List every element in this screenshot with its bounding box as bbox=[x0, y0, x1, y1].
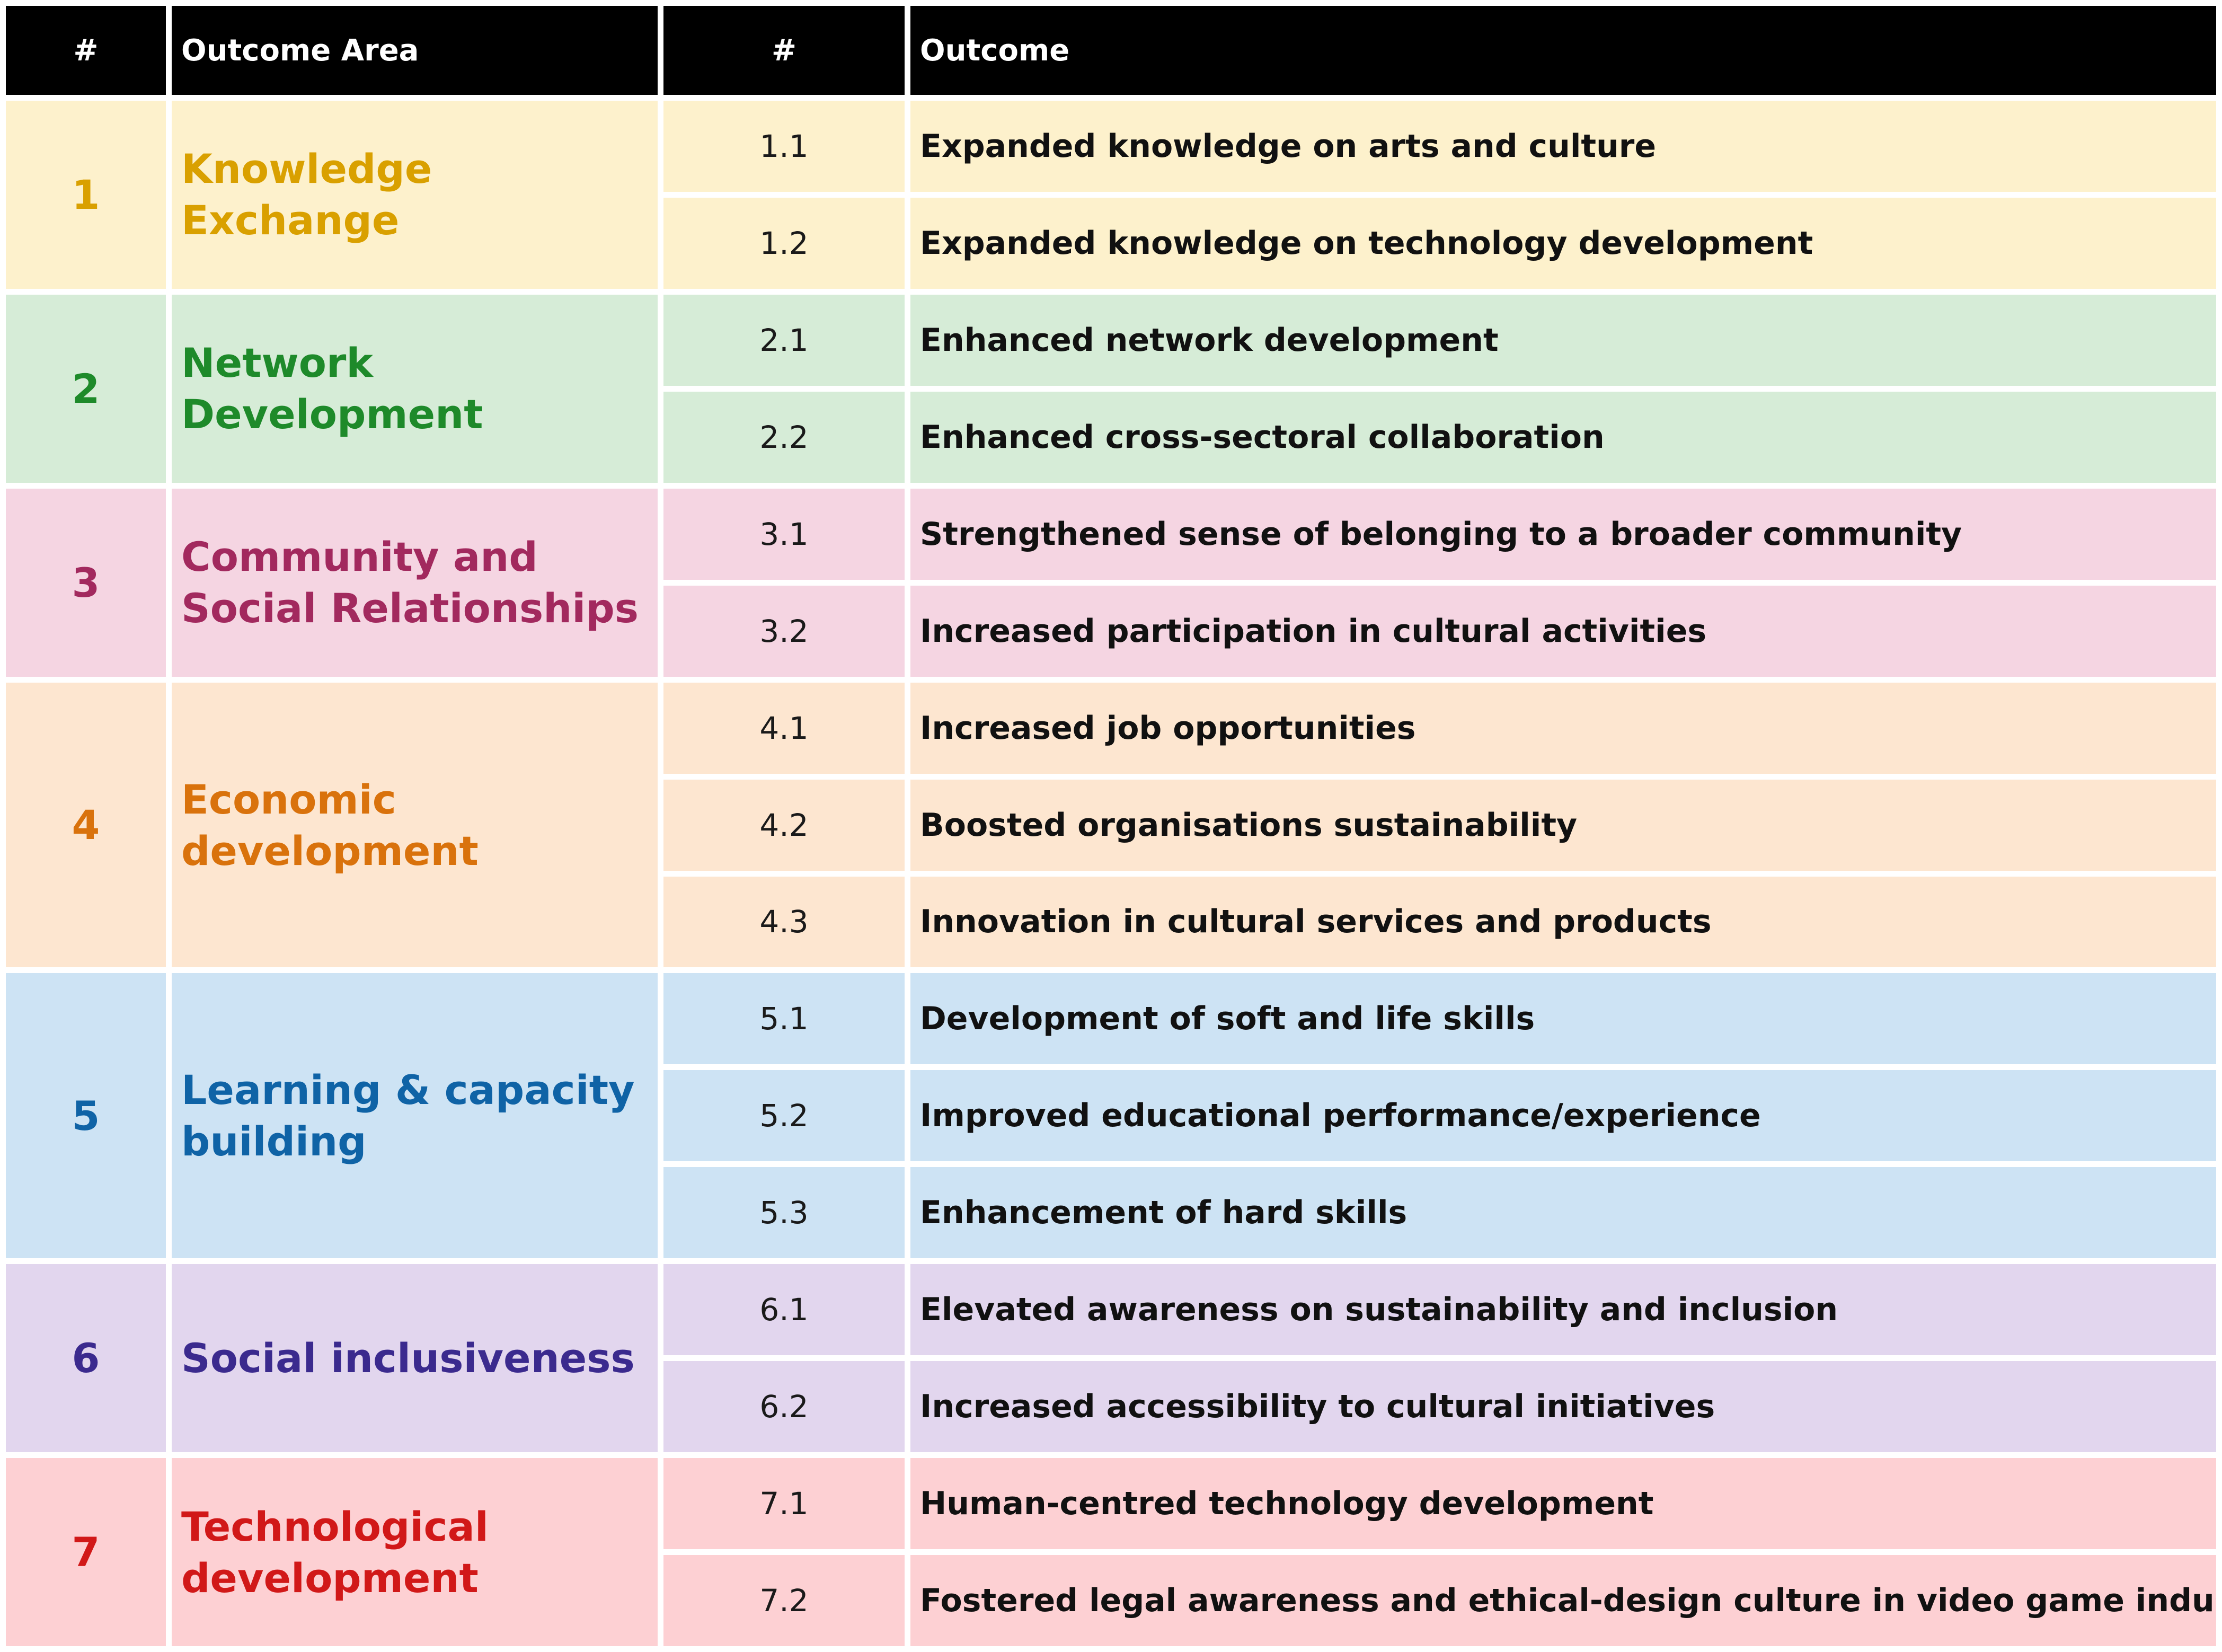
header-outcome-number: # bbox=[663, 6, 905, 95]
outcome-number: 4.3 bbox=[663, 876, 905, 968]
outcome-text: Boosted organisations sustainability bbox=[910, 779, 2216, 871]
outcome-number: 4.1 bbox=[663, 682, 905, 774]
outcome-number: 5.3 bbox=[663, 1167, 905, 1259]
outcome-number: 3.2 bbox=[663, 585, 905, 677]
table-row: 5.2 Improved educational performance/expe… bbox=[6, 1070, 2216, 1162]
table-row: 1.2 Expanded knowledge on technology deve… bbox=[6, 197, 2216, 289]
outcome-number: 5.1 bbox=[663, 973, 905, 1065]
outcome-text: Strengthened sense of belonging to a bro… bbox=[910, 488, 2216, 580]
table-row: 1 Knowledge Exchange 1.1 Expanded knowledge… bbox=[6, 101, 2216, 289]
header-area-number: # bbox=[6, 6, 166, 95]
outcome-number: 1.1 bbox=[663, 101, 905, 192]
outcome-text: Increased participation in cultural acti… bbox=[910, 585, 2216, 677]
header-row: # Outcome Area # Outcome bbox=[6, 6, 2216, 95]
table-row: 6.2 Increased accessibility to cultural i… bbox=[6, 1361, 2216, 1453]
outcome-text: Innovation in cultural services and prod… bbox=[910, 876, 2216, 968]
outcome-number: 7.2 bbox=[663, 1555, 905, 1646]
outcome-number: 3.1 bbox=[663, 488, 905, 580]
outcome-area-name: Network Development bbox=[172, 294, 658, 483]
table-header: # Outcome Area # Outcome bbox=[6, 6, 2216, 95]
header-outcome: Outcome bbox=[910, 6, 2216, 95]
outcome-area-name: Social inclusiveness bbox=[172, 1264, 658, 1453]
table-row: 5 Learning & capacity building 5.1 Developm… bbox=[6, 973, 2216, 1259]
outcome-text: Improved educational performance/experie… bbox=[910, 1070, 2216, 1162]
table-row: 7 Technological development 7.1 Human-centr… bbox=[6, 1458, 2216, 1646]
outcome-number: 5.2 bbox=[663, 1070, 905, 1162]
table-row: 5.3 Enhancement of hard skills bbox=[6, 1167, 2216, 1259]
outcome-text: Expanded knowledge on arts and culture bbox=[910, 101, 2216, 192]
outcome-text: Enhanced cross-sectoral collaboration bbox=[910, 391, 2216, 483]
outcome-area-number: 6 bbox=[6, 1264, 166, 1453]
table-row: 2.2 Enhanced cross-sectoral collaboration bbox=[6, 391, 2216, 483]
outcome-area-number: 7 bbox=[6, 1458, 166, 1646]
outcome-text: Enhancement of hard skills bbox=[910, 1167, 2216, 1259]
outcome-number: 7.1 bbox=[663, 1458, 905, 1550]
outcome-area-name: Economic development bbox=[172, 682, 658, 968]
outcome-text: Increased job opportunities bbox=[910, 682, 2216, 774]
table-row: 7.2 Fostered legal awareness and ethical-… bbox=[6, 1555, 2216, 1646]
outcome-area-name: Knowledge Exchange bbox=[172, 101, 658, 289]
outcome-text: Increased accessibility to cultural init… bbox=[910, 1361, 2216, 1453]
outcome-area-number: 1 bbox=[6, 101, 166, 289]
outcome-area-name: Community and Social Relationships bbox=[172, 488, 658, 677]
table-row: 6 Social inclusiveness 6.1 Elevated awarene… bbox=[6, 1264, 2216, 1453]
table-body: 1 Knowledge Exchange 1.1 Expanded knowledge… bbox=[6, 101, 2216, 1646]
outcome-text: Elevated awareness on sustainability and… bbox=[910, 1264, 2216, 1356]
outcome-text: Fostered legal awareness and ethical-des… bbox=[910, 1555, 2216, 1646]
outcome-text: Human-centred technology development bbox=[910, 1458, 2216, 1550]
outcome-area-number: 5 bbox=[6, 973, 166, 1259]
outcome-text: Development of soft and life skills bbox=[910, 973, 2216, 1065]
outcome-area-name: Learning & capacity building bbox=[172, 973, 658, 1259]
outcome-area-number: 4 bbox=[6, 682, 166, 968]
outcome-number: 6.2 bbox=[663, 1361, 905, 1453]
table-row: 4.2 Boosted organisations sustainability bbox=[6, 779, 2216, 871]
outcome-number: 2.2 bbox=[663, 391, 905, 483]
table-row: 2 Network Development 2.1 Enhanced network … bbox=[6, 294, 2216, 483]
outcome-text: Enhanced network development bbox=[910, 294, 2216, 386]
table-row: 4 Economic development 4.1 Increased job op… bbox=[6, 682, 2216, 968]
outcome-number: 6.1 bbox=[663, 1264, 905, 1356]
table-row: 3 Community and Social Relationships 3.1 St… bbox=[6, 488, 2216, 677]
table-row: 4.3 Innovation in cultural services and p… bbox=[6, 876, 2216, 968]
outcome-area-number: 3 bbox=[6, 488, 166, 677]
outcome-text: Expanded knowledge on technology develop… bbox=[910, 197, 2216, 289]
outcome-area-number: 2 bbox=[6, 294, 166, 483]
outcome-number: 1.2 bbox=[663, 197, 905, 289]
outcome-number: 2.1 bbox=[663, 294, 905, 386]
outcome-area-name: Technological development bbox=[172, 1458, 658, 1646]
table-row: 3.2 Increased participation in cultural a… bbox=[6, 585, 2216, 677]
header-outcome-area: Outcome Area bbox=[172, 6, 658, 95]
outcome-number: 4.2 bbox=[663, 779, 905, 871]
